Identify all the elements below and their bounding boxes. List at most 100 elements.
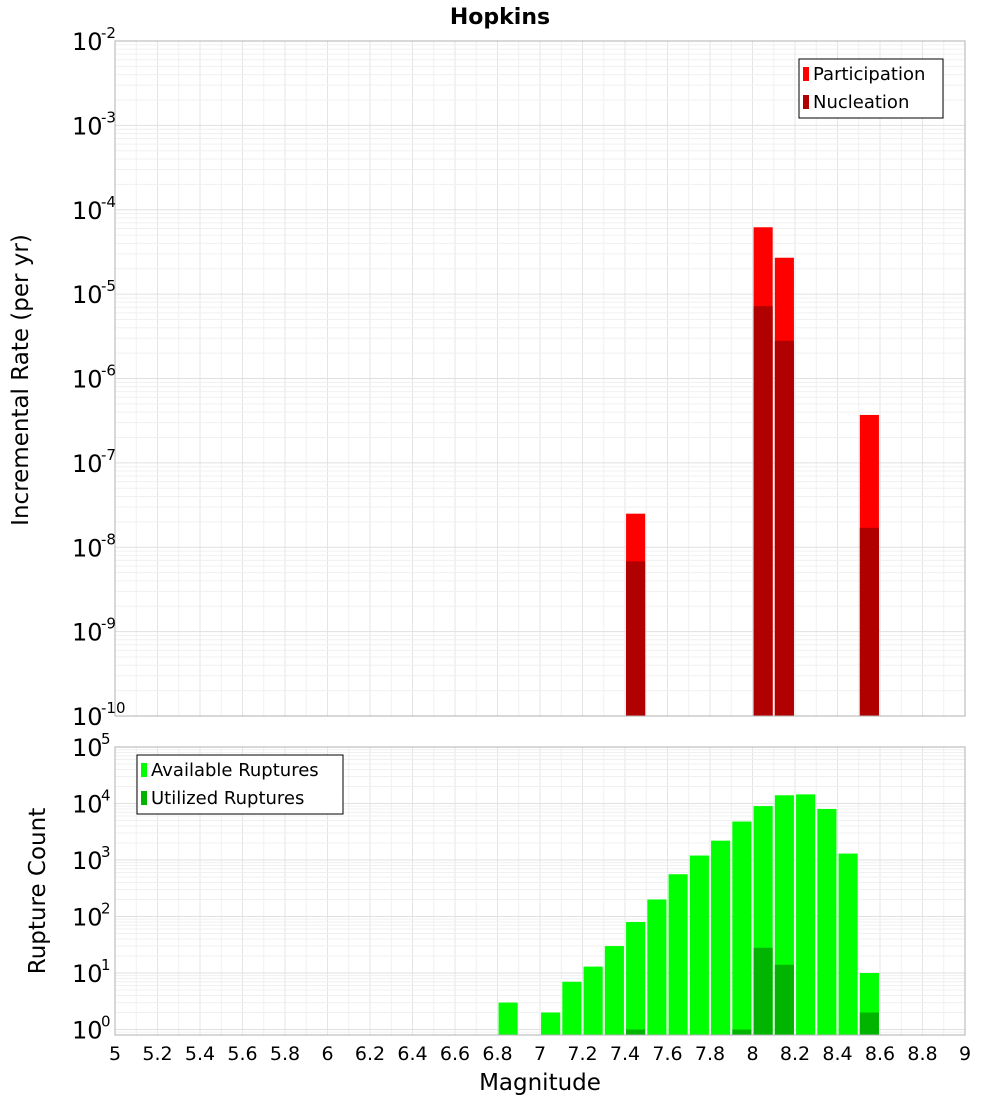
x-tick-label: 8.4 xyxy=(822,1043,852,1065)
top-bar-nucleation xyxy=(774,340,794,716)
x-ticks: 5 5.2 5.4 5.6 5.8 6 6.2 6.4 6.6 6.8 7 7.2 7.4 7.6 7.8 8… xyxy=(109,1043,971,1065)
x-tick-label: 5.2 xyxy=(142,1043,172,1065)
x-tick-label: 7.4 xyxy=(610,1043,640,1065)
x-tick-label: 7.6 xyxy=(652,1043,682,1065)
bottom-y-tick-exponent: 1 xyxy=(101,956,111,974)
top-plot-border xyxy=(114,40,966,717)
x-tick-label: 5.4 xyxy=(185,1043,215,1065)
top-y-tick-exponent: -5 xyxy=(101,277,116,295)
top-y-ticks: 10-210-310-410-510-610-710-810-910-10 xyxy=(72,24,126,731)
bottom-y-tick-exponent: 3 xyxy=(101,843,111,861)
top-y-axis-label: Incremental Rate (per yr) xyxy=(8,234,34,526)
bottom-y-tick-label: 10 xyxy=(72,904,103,932)
bottom-bar-available-ruptures xyxy=(498,1002,518,1035)
top-y-tick-label: 10 xyxy=(72,534,103,562)
top-y-tick-label: 10 xyxy=(72,112,103,140)
x-tick-label: 5.6 xyxy=(227,1043,257,1065)
top-y-tick-label: 10 xyxy=(72,450,103,478)
bottom-bar-utilized-ruptures xyxy=(774,964,794,1035)
top-y-tick-exponent: -4 xyxy=(101,193,116,211)
bottom-bar-available-ruptures xyxy=(838,853,858,1035)
top-grid xyxy=(114,40,966,717)
x-axis-label: Magnitude xyxy=(479,1070,601,1096)
bottom-bar-available-ruptures xyxy=(562,981,582,1035)
x-tick-label: 7 xyxy=(534,1043,546,1065)
x-tick-label: 5.8 xyxy=(270,1043,300,1065)
top-y-tick-label: 10 xyxy=(72,28,103,56)
bottom-bar-available-ruptures xyxy=(732,821,752,1035)
bottom-y-tick-exponent: 2 xyxy=(101,900,111,918)
bottom-y-tick-label: 10 xyxy=(72,1017,103,1045)
top-y-tick-exponent: -8 xyxy=(101,530,116,548)
bottom-bar-utilized-ruptures xyxy=(626,1029,646,1035)
x-tick-label: 7.2 xyxy=(567,1043,597,1065)
top-legend-box xyxy=(798,58,944,119)
legend-swatch-participation xyxy=(803,67,809,81)
top-y-tick-exponent: -7 xyxy=(101,446,116,464)
bottom-y-tick-label: 10 xyxy=(72,734,103,762)
bottom-bar-available-ruptures xyxy=(689,855,709,1035)
legend-swatch-nucleation xyxy=(803,95,809,109)
bottom-bar-utilized-ruptures xyxy=(753,947,773,1035)
bottom-y-tick-label: 10 xyxy=(72,847,103,875)
bottom-bar-utilized-ruptures xyxy=(859,1012,879,1035)
legend-label-participation: Participation xyxy=(813,64,925,85)
bottom-bar-available-ruptures xyxy=(647,899,667,1035)
legend-swatch-available xyxy=(141,763,147,777)
x-tick-label: 8.2 xyxy=(780,1043,810,1065)
top-bar-nucleation xyxy=(753,306,773,716)
bottom-bar-utilized-ruptures xyxy=(732,1029,752,1035)
legend-label-available: Available Ruptures xyxy=(151,760,319,781)
bottom-y-tick-exponent: 5 xyxy=(101,730,111,748)
bottom-plot-border xyxy=(114,746,966,1036)
bottom-y-tick-label: 10 xyxy=(72,791,103,819)
x-tick-label: 6.6 xyxy=(440,1043,470,1065)
top-y-tick-exponent: -10 xyxy=(101,699,126,717)
x-tick-label: 6.4 xyxy=(397,1043,427,1065)
bottom-legend: Available Ruptures Utilized Ruptures xyxy=(136,754,344,815)
bottom-bar-available-ruptures xyxy=(626,921,646,1035)
bottom-y-tick-exponent: 0 xyxy=(101,1013,111,1031)
chart-title: Hopkins xyxy=(450,5,550,30)
bottom-bar-available-ruptures xyxy=(668,874,688,1035)
top-y-tick-exponent: -9 xyxy=(101,615,116,633)
bottom-bar-available-ruptures xyxy=(711,840,731,1035)
top-legend: Participation Nucleation xyxy=(798,58,944,119)
top-bar-nucleation xyxy=(626,561,646,716)
x-tick-label: 5 xyxy=(109,1043,121,1065)
bottom-y-tick-label: 10 xyxy=(72,960,103,988)
x-tick-label: 8.6 xyxy=(865,1043,895,1065)
bottom-bar-available-ruptures xyxy=(541,1012,561,1035)
top-y-tick-label: 10 xyxy=(72,197,103,225)
x-tick-label: 8 xyxy=(746,1043,758,1065)
x-tick-label: 6 xyxy=(321,1043,333,1065)
bottom-bar-available-ruptures xyxy=(796,794,816,1035)
legend-swatch-utilized xyxy=(141,791,147,805)
top-y-tick-label: 10 xyxy=(72,619,103,647)
top-bar-nucleation xyxy=(859,527,879,716)
x-tick-label: 6.8 xyxy=(482,1043,512,1065)
x-tick-label: 9 xyxy=(959,1043,971,1065)
bottom-legend-box xyxy=(136,754,344,815)
top-y-tick-exponent: -3 xyxy=(101,108,116,126)
top-y-tick-label: 10 xyxy=(72,366,103,394)
top-y-tick-exponent: -6 xyxy=(101,362,116,380)
top-y-tick-label: 10 xyxy=(72,281,103,309)
x-tick-label: 6.2 xyxy=(355,1043,385,1065)
x-tick-label: 8.8 xyxy=(907,1043,937,1065)
top-y-tick-label: 10 xyxy=(72,703,103,731)
bottom-bar-available-ruptures xyxy=(583,966,603,1035)
bottom-y-axis-label: Rupture Count xyxy=(25,808,51,974)
bottom-bar-available-ruptures xyxy=(604,946,624,1035)
top-y-tick-exponent: -2 xyxy=(101,24,116,42)
bottom-bar-available-ruptures xyxy=(817,808,837,1035)
bottom-bars xyxy=(498,794,879,1035)
top-bars xyxy=(626,227,879,716)
legend-label-utilized: Utilized Ruptures xyxy=(151,788,304,809)
legend-label-nucleation: Nucleation xyxy=(813,92,909,113)
x-tick-label: 7.8 xyxy=(695,1043,725,1065)
bottom-y-tick-exponent: 4 xyxy=(101,787,111,805)
